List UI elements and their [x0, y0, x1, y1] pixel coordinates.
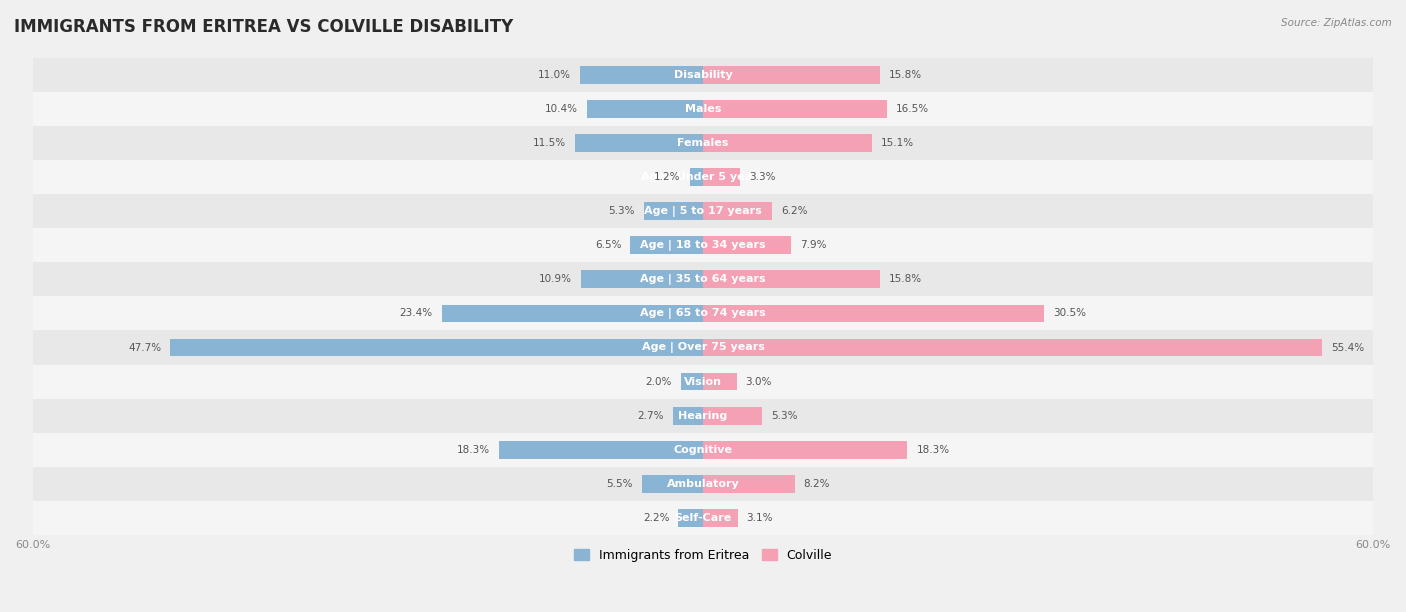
Text: Age | 5 to 17 years: Age | 5 to 17 years: [644, 206, 762, 217]
Text: 3.3%: 3.3%: [749, 172, 775, 182]
Bar: [32, 263, 1374, 296]
Text: 15.8%: 15.8%: [889, 70, 921, 80]
Bar: [575, 134, 703, 152]
Bar: [703, 66, 880, 84]
Bar: [32, 501, 1374, 535]
Bar: [679, 509, 703, 527]
Bar: [32, 228, 1374, 263]
Bar: [630, 236, 703, 254]
Bar: [703, 338, 1322, 356]
Text: Age | Over 75 years: Age | Over 75 years: [641, 342, 765, 353]
Text: 10.4%: 10.4%: [546, 104, 578, 114]
Bar: [703, 441, 907, 458]
Text: 3.1%: 3.1%: [747, 513, 773, 523]
Bar: [32, 296, 1374, 330]
Text: Age | 18 to 34 years: Age | 18 to 34 years: [640, 240, 766, 251]
Bar: [32, 160, 1374, 194]
Text: 8.2%: 8.2%: [804, 479, 830, 489]
Text: Females: Females: [678, 138, 728, 148]
Text: 5.3%: 5.3%: [770, 411, 797, 420]
Bar: [170, 338, 703, 356]
Text: 10.9%: 10.9%: [540, 274, 572, 285]
Text: 2.2%: 2.2%: [643, 513, 669, 523]
Bar: [644, 203, 703, 220]
Bar: [499, 441, 703, 458]
Bar: [32, 467, 1374, 501]
Text: 2.7%: 2.7%: [637, 411, 664, 420]
Text: 15.1%: 15.1%: [880, 138, 914, 148]
Bar: [703, 100, 887, 118]
Text: 6.5%: 6.5%: [595, 241, 621, 250]
Bar: [703, 475, 794, 493]
Text: 7.9%: 7.9%: [800, 241, 827, 250]
Bar: [586, 100, 703, 118]
Text: 1.2%: 1.2%: [654, 172, 681, 182]
Text: 6.2%: 6.2%: [782, 206, 807, 216]
Text: 15.8%: 15.8%: [889, 274, 921, 285]
Bar: [703, 509, 738, 527]
Bar: [703, 407, 762, 425]
Text: 18.3%: 18.3%: [917, 445, 949, 455]
Text: Age | 35 to 64 years: Age | 35 to 64 years: [640, 274, 766, 285]
Bar: [32, 365, 1374, 398]
Text: 30.5%: 30.5%: [1053, 308, 1085, 318]
Bar: [32, 126, 1374, 160]
Text: 3.0%: 3.0%: [745, 376, 772, 387]
Text: Age | 65 to 74 years: Age | 65 to 74 years: [640, 308, 766, 319]
Text: Males: Males: [685, 104, 721, 114]
Text: IMMIGRANTS FROM ERITREA VS COLVILLE DISABILITY: IMMIGRANTS FROM ERITREA VS COLVILLE DISA…: [14, 18, 513, 36]
Bar: [703, 271, 880, 288]
Text: Age | Under 5 years: Age | Under 5 years: [641, 171, 765, 182]
Text: 23.4%: 23.4%: [399, 308, 433, 318]
Bar: [32, 398, 1374, 433]
Bar: [681, 373, 703, 390]
Text: 2.0%: 2.0%: [645, 376, 672, 387]
Bar: [703, 236, 792, 254]
Text: Vision: Vision: [683, 376, 723, 387]
Bar: [32, 433, 1374, 467]
Text: 47.7%: 47.7%: [128, 343, 162, 353]
Legend: Immigrants from Eritrea, Colville: Immigrants from Eritrea, Colville: [569, 544, 837, 567]
Bar: [641, 475, 703, 493]
Bar: [703, 373, 737, 390]
Bar: [32, 58, 1374, 92]
Bar: [32, 194, 1374, 228]
Text: Source: ZipAtlas.com: Source: ZipAtlas.com: [1281, 18, 1392, 28]
Text: Disability: Disability: [673, 70, 733, 80]
Text: 55.4%: 55.4%: [1331, 343, 1364, 353]
Bar: [703, 134, 872, 152]
Text: Self-Care: Self-Care: [675, 513, 731, 523]
Text: 5.5%: 5.5%: [606, 479, 633, 489]
Bar: [673, 407, 703, 425]
Bar: [581, 66, 703, 84]
Bar: [689, 168, 703, 186]
Text: Hearing: Hearing: [678, 411, 728, 420]
Text: 18.3%: 18.3%: [457, 445, 489, 455]
Text: 11.0%: 11.0%: [538, 70, 571, 80]
Bar: [703, 203, 772, 220]
Text: Ambulatory: Ambulatory: [666, 479, 740, 489]
Bar: [703, 168, 740, 186]
Bar: [581, 271, 703, 288]
Bar: [32, 92, 1374, 126]
Text: 5.3%: 5.3%: [609, 206, 636, 216]
Bar: [703, 305, 1043, 323]
Text: 11.5%: 11.5%: [533, 138, 565, 148]
Text: 16.5%: 16.5%: [896, 104, 929, 114]
Bar: [441, 305, 703, 323]
Bar: [32, 330, 1374, 365]
Text: Cognitive: Cognitive: [673, 445, 733, 455]
